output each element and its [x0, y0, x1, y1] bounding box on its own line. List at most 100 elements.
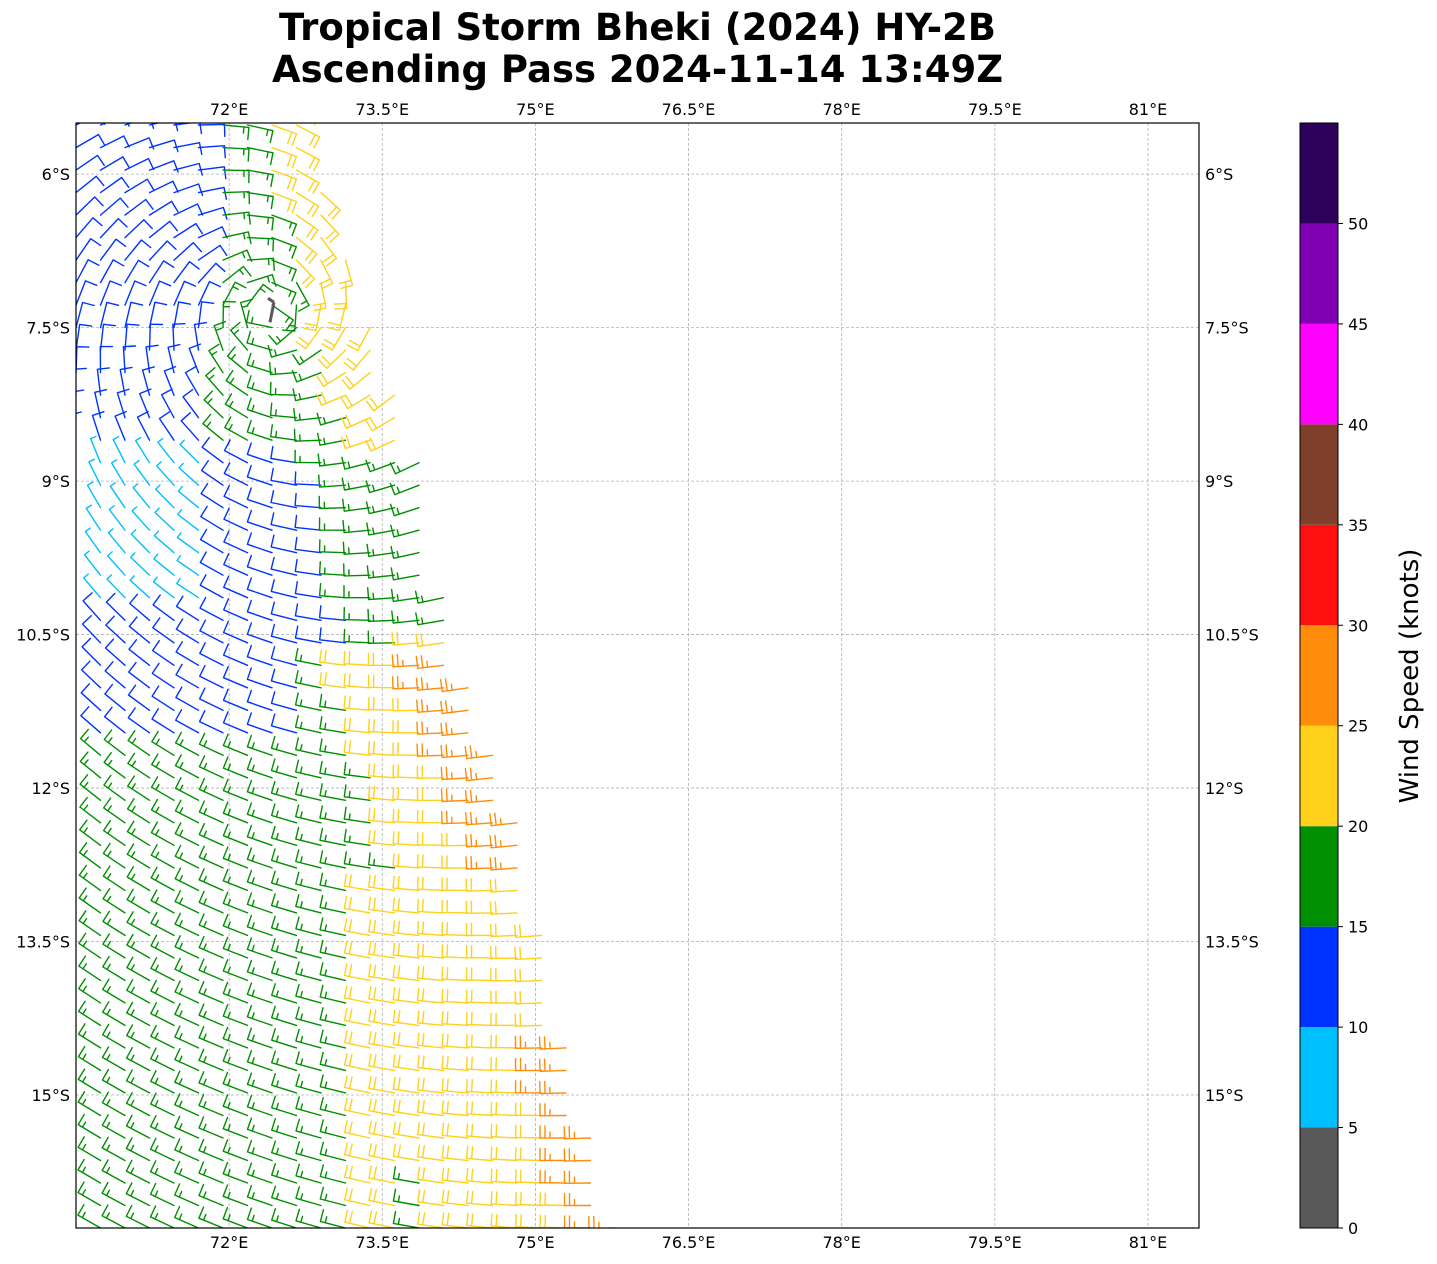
wind-barb: [101, 1181, 126, 1207]
wind-barb: [417, 1032, 445, 1049]
wind-barb: [270, 556, 298, 576]
wind-barb: [197, 123, 226, 138]
wind-barb: [76, 196, 104, 216]
wind-barb: [271, 1005, 298, 1027]
wind-barb: [563, 1148, 592, 1162]
wind-barb: [490, 945, 518, 960]
wind-barb: [441, 966, 469, 982]
wind-barb: [367, 630, 396, 644]
wind-barb: [295, 961, 322, 982]
wind-barb: [173, 280, 197, 306]
wind-barb: [222, 1071, 249, 1094]
wind-barb: [295, 759, 322, 779]
wind-barb: [490, 1168, 518, 1184]
wind-barb: [270, 534, 298, 554]
wind-barb: [198, 890, 224, 914]
wind-barb: [514, 1102, 543, 1117]
wind-barb: [368, 1098, 396, 1117]
wind-barb: [76, 1002, 77, 1004]
wind-barb: [101, 1204, 126, 1228]
wind-barb: [417, 1166, 445, 1184]
wind-barb: [223, 575, 249, 599]
wind-barb: [303, 304, 322, 332]
wind-barb: [342, 519, 371, 534]
wind-barb: [295, 849, 322, 869]
wind-barb: [295, 916, 322, 937]
wind-barb: [126, 956, 151, 982]
wind-barb: [76, 844, 77, 846]
wind-barb: [152, 617, 175, 644]
wind-barb: [271, 1095, 298, 1117]
wind-barb: [392, 853, 420, 869]
wind-barb: [343, 1075, 371, 1094]
wind-barb: [318, 605, 347, 621]
wind-barb: [343, 1007, 371, 1027]
wind-barb: [110, 459, 126, 486]
wind-barb: [180, 412, 200, 441]
wind-barb: [270, 938, 298, 959]
wind-barb: [270, 668, 298, 689]
wind-barb: [441, 877, 469, 892]
wind-barb: [295, 214, 319, 241]
wind-barb: [295, 737, 322, 756]
colorbar-tick-label: 15: [1348, 918, 1368, 937]
wind-barb: [175, 686, 200, 711]
wind-barb: [246, 1094, 273, 1117]
wind-barb: [99, 301, 120, 329]
lon-tick-top: 75°E: [516, 100, 554, 119]
lat-tick-right: 12°S: [1205, 779, 1244, 798]
wind-barb: [76, 1159, 77, 1162]
wind-barb: [150, 1092, 175, 1117]
wind-barb: [366, 522, 396, 536]
wind-barb: [99, 238, 127, 261]
wind-barb: [326, 304, 347, 332]
wind-barb: [392, 920, 420, 937]
wind-barb: [222, 778, 249, 801]
wind-barb: [367, 763, 396, 779]
wind-barb: [199, 528, 224, 554]
wind-barb: [270, 445, 298, 464]
wind-barb: [319, 917, 347, 937]
wind-barb: [246, 1162, 273, 1184]
wind-barb: [76, 889, 77, 892]
wind-barb: [392, 742, 420, 756]
wind-barb: [368, 1187, 396, 1207]
wind-barb: [270, 825, 298, 846]
wind-barb: [295, 871, 322, 892]
wind-barb: [200, 505, 224, 531]
wind-barb: [222, 1049, 249, 1072]
colorbar-tick-label: 25: [1348, 717, 1368, 736]
wind-barb: [538, 1058, 567, 1072]
wind-barb: [342, 498, 371, 512]
wind-barb: [76, 551, 77, 554]
wind-barb: [514, 1057, 543, 1072]
wind-barb: [197, 262, 226, 284]
wind-barb: [76, 1047, 77, 1049]
wind-barb: [368, 941, 396, 959]
wind-barb: [318, 561, 347, 576]
wind-barb: [175, 618, 200, 644]
wind-barb: [365, 501, 396, 515]
wind-barb: [173, 183, 204, 196]
wind-barb: [126, 866, 151, 892]
wind-barb: [222, 1094, 249, 1117]
wind-barb: [319, 1029, 347, 1049]
wind-barb: [490, 968, 518, 982]
wind-barb: [175, 663, 200, 689]
wind-barb: [465, 1168, 494, 1184]
wind-barb: [343, 761, 371, 779]
wind-barb: [150, 934, 175, 959]
wind-barb: [150, 979, 175, 1004]
wind-barb: [198, 755, 224, 779]
wind-barb: [295, 326, 322, 350]
wind-barb: [539, 1214, 567, 1228]
wind-barb: [316, 371, 347, 388]
wind-barb: [130, 529, 151, 554]
wind-barb: [368, 829, 396, 846]
wind-barb: [150, 889, 175, 914]
wind-barb: [417, 1122, 445, 1139]
wind-barb: [174, 754, 200, 779]
wind-barb: [124, 239, 152, 261]
wind-barb: [271, 236, 297, 259]
wind-barb: [160, 388, 175, 419]
